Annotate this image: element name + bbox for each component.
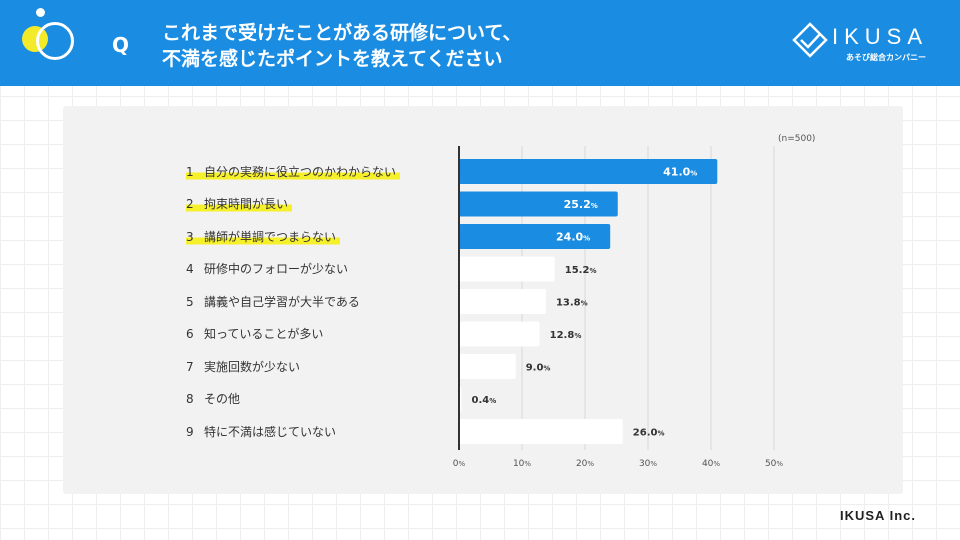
bar [459,419,623,444]
question-line-2: 不満を感じたポイントを教えてください [162,48,503,70]
question-title: これまで受けたことがある研修について、 不満を感じたポイントを教えてください [162,20,521,72]
data-label: 41.0% [663,166,697,179]
category-label: 9 特に不満は感じていない [186,422,340,442]
x-tick-label: 0% [453,459,466,469]
dot-decoration [36,8,45,17]
logo-wordmark: IKUSA [832,24,929,49]
category-text: 実施回数が少ない [204,359,301,374]
category-text: その他 [204,392,241,406]
category-label: 3 講師が単調でつまらない [186,226,341,247]
bar [459,256,555,282]
data-label: 25.2% [564,198,598,211]
bar [459,289,546,314]
sample-size-note: (n=500) [778,134,816,144]
data-label: 15.2% [565,265,597,276]
x-tick-label: 10% [513,459,531,469]
category-text: 特に不満は感じていない [204,424,337,439]
bar [459,321,540,347]
logo-tagline: あそび総合カンパニー [846,53,926,62]
bar [459,159,718,184]
bar [459,191,618,217]
x-tick-label: 20% [576,459,594,469]
category-number: 3 [186,229,194,244]
category-number: 1 [186,164,194,179]
ikusa-logo: IKUSA あそび総合カンパニー [792,22,932,66]
footer-company: IKUSA Inc. [840,508,916,523]
category-label: 7 実施回数が少ない [186,357,304,377]
bar [459,224,611,249]
category-text: 知っていることが多い [204,327,324,341]
category-label: 2 拘束時間が長い [186,194,293,214]
question-mark-label: Q [112,33,130,57]
category-label: 4 研修中のフォローが少ない [186,259,352,279]
category-number: 8 [186,392,194,406]
diamond-logo-icon [792,22,828,58]
ring-decoration [36,22,74,60]
category-label: 1 自分の実務に役立つのかわからない [186,161,401,182]
data-label: 26.0% [633,428,665,439]
question-line-1: これまで受けたことがある研修について、 [162,22,522,44]
category-text: 拘束時間が長い [204,197,289,211]
bar [459,354,516,379]
category-number: 7 [186,359,194,374]
category-text: 講師が単調でつまらない [204,229,337,244]
category-number: 2 [186,197,194,211]
category-label: 5 講義や自己学習が大半である [186,292,364,312]
category-text: 自分の実務に役立つのかわからない [204,164,397,179]
header-banner: Q これまで受けたことがある研修について、 不満を感じたポイントを教えてください… [0,0,960,86]
data-label: 0.4% [472,395,497,406]
category-number: 6 [186,327,194,341]
category-number: 4 [186,262,194,276]
category-number: 9 [186,424,194,439]
category-text: 講義や自己学習が大半である [204,294,360,309]
data-label: 24.0% [556,231,590,244]
x-tick-label: 50% [765,459,783,469]
data-label: 13.8% [556,298,588,309]
category-text: 研修中のフォローが少ない [204,262,349,276]
x-tick-label: 40% [702,459,720,469]
category-label: 8 その他 [186,389,244,409]
data-label: 12.8% [550,330,582,341]
data-label: 9.0% [526,363,551,374]
category-label: 6 知っていることが多い [186,324,327,344]
category-number: 5 [186,294,194,309]
x-tick-label: 30% [639,459,657,469]
